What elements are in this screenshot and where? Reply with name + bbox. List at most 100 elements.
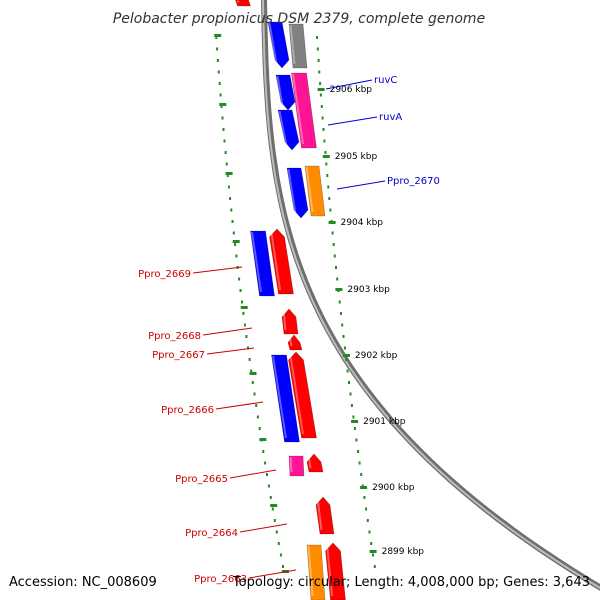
major-tick-inner [219, 103, 227, 106]
major-tick [317, 88, 325, 91]
gene-label: Ppro_2669 [138, 269, 191, 280]
gene-label-leader [239, 523, 288, 533]
minor-tick-dot [223, 139, 226, 143]
minor-tick-dot [316, 36, 319, 39]
minor-tick-dot [360, 473, 363, 476]
gene-label: Ppro_2670 [387, 176, 440, 187]
minor-tick-dot [373, 565, 376, 568]
minor-tick-dot [256, 415, 259, 419]
backbone-highlight [262, 0, 600, 590]
major-tick-inner [249, 372, 257, 375]
gene-label: Ppro_2665 [175, 474, 228, 485]
gene-label: Ppro_2664 [185, 528, 238, 539]
minor-tick-dot [324, 151, 327, 154]
minor-tick-dot [332, 243, 335, 246]
gene-label: ruvC [374, 75, 397, 86]
gene-label-leader [325, 79, 373, 90]
minor-tick-dot [221, 116, 224, 120]
minor-tick-dot [217, 70, 220, 74]
gene-feature-ppro2670-blue [286, 167, 309, 219]
major-tick [335, 288, 343, 291]
gene-label-leader [215, 401, 264, 410]
gene-label-leader [206, 347, 255, 355]
minor-tick-dot [255, 404, 258, 407]
gene-feature-ppro2666 [288, 351, 317, 439]
minor-tick-dot [322, 128, 325, 131]
gene-feature-ruvc [291, 72, 317, 149]
minor-tick-dot [238, 277, 241, 281]
gene-feature-ppro2665 [306, 453, 324, 473]
gene-feature-ppro2670 [304, 165, 326, 217]
tick-label: 2901 kbp [363, 417, 406, 427]
minor-tick-dot [230, 208, 233, 212]
minor-tick-dot [335, 266, 337, 269]
tick-label: 2903 kbp [347, 285, 390, 295]
minor-tick-dot [267, 484, 270, 488]
minor-tick-dot [328, 197, 331, 200]
minor-tick-dot [352, 415, 355, 419]
minor-tick-dot [282, 565, 284, 568]
minor-tick-dot [348, 381, 350, 384]
gene-label-leader [248, 569, 297, 579]
major-tick-inner [259, 438, 267, 441]
gene-label-leader [192, 266, 243, 274]
minor-tick-dot [316, 47, 319, 51]
minor-tick-dot [336, 277, 339, 281]
minor-tick-dot [333, 254, 336, 258]
minor-tick-dot [216, 59, 219, 62]
minor-tick-dot [247, 346, 249, 350]
minor-tick-dot [339, 312, 342, 315]
minor-tick-dot [365, 507, 368, 511]
minor-tick-dot [370, 542, 373, 545]
gene-label-leader [202, 327, 253, 336]
gene-feature-ppro2668 [281, 308, 299, 335]
major-tick-inner [232, 240, 240, 243]
backbone-line [261, 0, 600, 591]
minor-tick-dot [227, 185, 230, 189]
minor-tick-dot [372, 553, 374, 557]
minor-tick-dot [226, 174, 229, 177]
minor-tick-dot [224, 151, 227, 154]
gene-label: Ppro_2668 [148, 331, 201, 342]
tick-label: 2899 kbp [382, 547, 425, 557]
minor-tick-dot [231, 220, 234, 223]
minor-tick-dot [349, 392, 352, 396]
gene-feature-ppro2663-orange [306, 544, 326, 600]
kbp-ruler: 2906 kbp 2905 kbp 2904 kbp 2903 kbp 2902 kbp… [214, 34, 424, 573]
gene-feature-top [235, 0, 251, 7]
gene-features [235, 0, 346, 600]
minor-tick-dot [329, 208, 332, 212]
minor-tick-dot [343, 346, 346, 350]
minor-tick-dot [216, 47, 219, 51]
minor-tick-dot [279, 553, 282, 557]
minor-tick-dot [317, 59, 320, 62]
gene-feature-ppro2665-magenta [288, 455, 305, 477]
minor-tick-dot [318, 70, 321, 74]
minor-tick-dot [327, 185, 330, 189]
minor-tick-dot [218, 82, 221, 85]
gene-feature-ppro2667 [287, 334, 303, 351]
minor-tick-dot [368, 530, 371, 534]
minor-tick-dot [266, 473, 268, 476]
tick-label: 2900 kbp [372, 483, 415, 493]
minor-tick-dot [321, 116, 324, 120]
tick-label: 2905 kbp [335, 152, 378, 162]
minor-tick-dot [363, 496, 366, 499]
accession-text: Accession: NC_008609 [9, 575, 157, 590]
minor-tick-dot [346, 369, 349, 373]
major-tick-inner [240, 306, 248, 309]
minor-tick-dot [243, 323, 246, 327]
minor-tick-dot [357, 450, 359, 453]
minor-tick-dot [325, 162, 328, 166]
minor-tick-dot [342, 335, 345, 338]
minor-tick-dot [350, 404, 353, 407]
minor-tick-dot [320, 105, 323, 108]
minor-tick-dot [277, 542, 280, 545]
gene-feature-ruva-blue [277, 109, 300, 151]
minor-tick-dot [215, 36, 218, 39]
minor-tick-dot [229, 197, 232, 200]
minor-tick-dot [319, 82, 322, 85]
gene-label: ruvA [379, 112, 402, 123]
minor-tick-dot [323, 139, 326, 143]
major-tick [360, 486, 368, 489]
